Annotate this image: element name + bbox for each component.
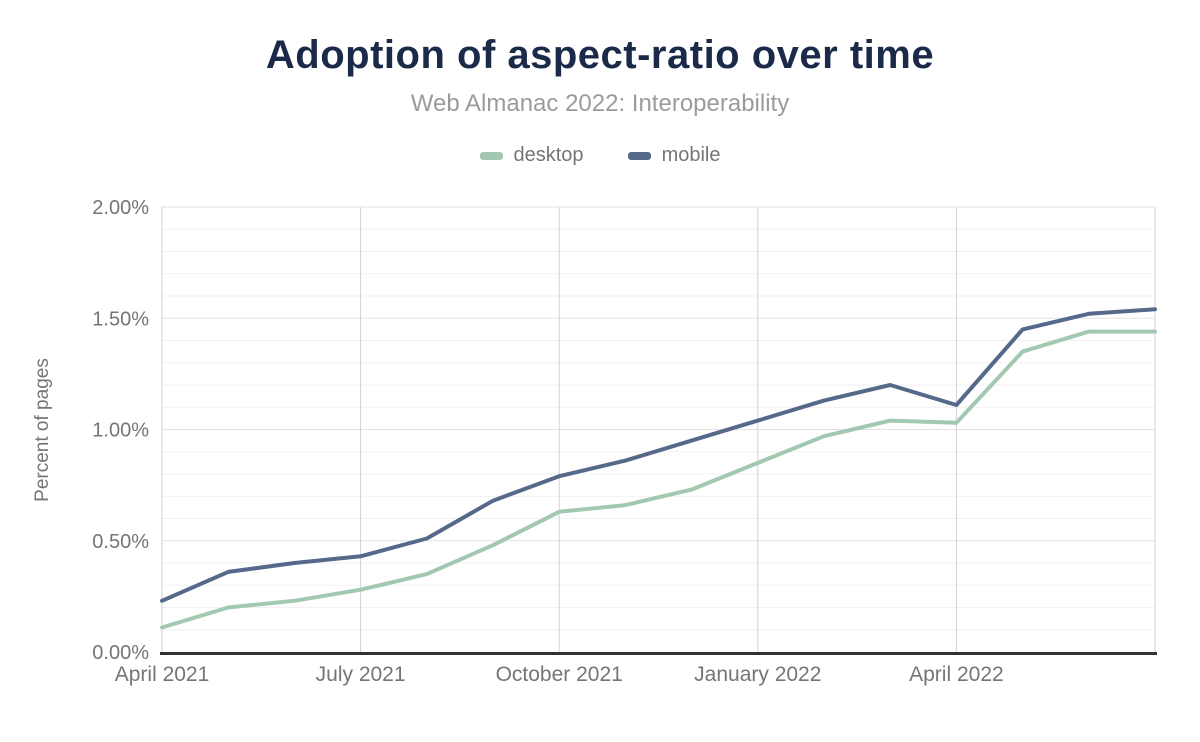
chart-subtitle: Web Almanac 2022: Interoperability — [410, 90, 790, 117]
x-tick-label: January 2022 — [694, 663, 821, 686]
legend-item-desktop: desktop — [479, 144, 584, 167]
legend-item-label: desktop — [513, 144, 584, 166]
desktop-line — [160, 329, 1157, 630]
x-tick-labels: April 2021 July 2021 October 2021 January 2… — [115, 663, 1004, 686]
legend-item-label: mobile — [661, 144, 721, 166]
y-tick-label: 1.50% — [92, 308, 149, 330]
y-tick-labels: 0.00% 0.50% 1.00% 1.50% 2.00% — [92, 197, 149, 664]
series-lines — [160, 307, 1157, 630]
y-tick-label: 1.00% — [92, 420, 149, 442]
y-axis-title: Percent of pages — [32, 358, 53, 502]
chart-legend: desktop mobile — [0, 144, 1200, 167]
h-major-gridlines — [162, 206, 1155, 542]
x-tick-label: April 2022 — [909, 663, 1004, 686]
y-tick-label: 0.00% — [92, 642, 149, 664]
v-gridlines — [161, 207, 1156, 652]
x-tick-label: July 2021 — [316, 663, 406, 686]
mobile-line — [160, 307, 1157, 603]
y-tick-label: 2.00% — [92, 197, 149, 219]
y-tick-label: 0.50% — [92, 531, 149, 553]
chart-title: Adoption of aspect-ratio over time — [265, 33, 935, 77]
mobile-series-swatch — [627, 151, 651, 160]
desktop-series-swatch — [479, 151, 503, 160]
legend-item-mobile: mobile — [627, 144, 721, 167]
x-tick-label: April 2021 — [115, 663, 210, 686]
x-tick-label: October 2021 — [496, 663, 623, 686]
